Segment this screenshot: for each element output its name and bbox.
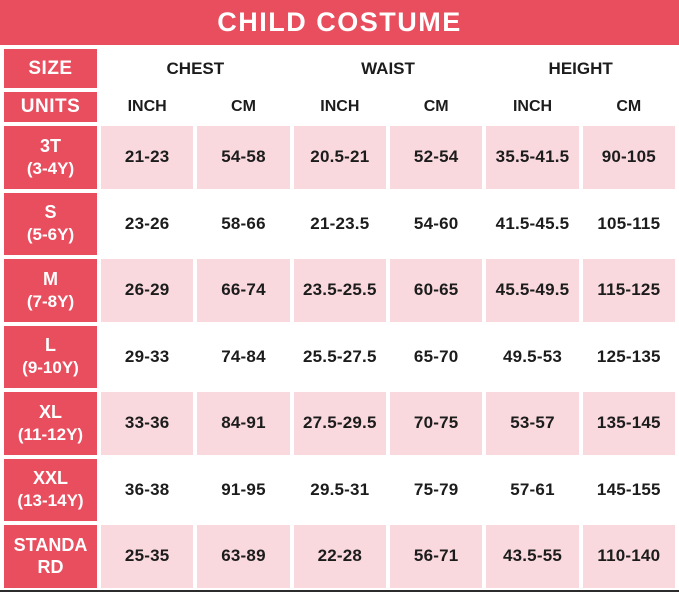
row-header-units: UNITS [4,92,97,122]
value-cell: 45.5-49.5 [486,259,579,322]
value-cell: 23.5-25.5 [293,259,386,322]
value-cell: 49.5-53 [486,325,579,388]
value-cell: 57-61 [486,458,579,521]
value-cell: 25-35 [101,525,194,588]
size-age: (13-14Y) [17,491,84,511]
value-cell: 135-145 [582,392,675,455]
size-age: (3-4Y) [26,158,75,178]
size-table: SIZE CHEST WAIST HEIGHT UNITS INCH CM IN… [0,45,679,590]
unit-header-waist-inch: INCH [293,92,386,122]
value-cell: 27.5-29.5 [293,392,386,455]
value-cell: 60-65 [390,259,483,322]
value-cell: 145-155 [582,458,675,521]
value-cell: 56-71 [390,525,483,588]
value-cell: 53-57 [486,392,579,455]
value-cell: 52-54 [390,126,483,189]
value-cell: 63-89 [197,525,290,588]
size-row-label-m: M (7-8Y) [4,259,97,322]
size-name: XXL [32,468,68,488]
value-cell: 84-91 [197,392,290,455]
size-name: STANDARD [13,534,88,578]
value-cell: 21-23.5 [293,192,386,255]
unit-header-waist-cm: CM [390,92,483,122]
size-row-label-standard: STANDARD [4,525,97,588]
value-cell: 29-33 [101,325,194,388]
value-cell: 33-36 [101,392,194,455]
value-cell: 54-60 [390,192,483,255]
size-name: S [44,202,57,222]
value-cell: 70-75 [390,392,483,455]
size-name: L [45,335,56,355]
unit-header-height-cm: CM [582,92,675,122]
col-header-size: SIZE [4,49,97,88]
value-cell: 125-135 [582,325,675,388]
unit-header-height-inch: INCH [486,92,579,122]
value-cell: 43.5-55 [486,525,579,588]
value-cell: 66-74 [197,259,290,322]
col-group-height: HEIGHT [486,49,675,88]
size-name: M [43,268,58,289]
size-name: XL [38,401,62,422]
value-cell: 26-29 [101,259,194,322]
value-cell: 35.5-41.5 [486,126,579,189]
value-cell: 23-26 [101,192,194,255]
value-cell: 54-58 [197,126,290,189]
value-cell: 110-140 [582,525,675,588]
size-name: 3T [39,135,61,156]
size-row-label-s: S (5-6Y) [4,192,97,255]
value-cell: 65-70 [390,325,483,388]
value-cell: 90-105 [582,126,675,189]
value-cell: 25.5-27.5 [293,325,386,388]
value-cell: 20.5-21 [293,126,386,189]
value-cell: 75-79 [390,458,483,521]
unit-header-chest-inch: INCH [101,92,194,122]
value-cell: 115-125 [582,259,675,322]
value-cell: 21-23 [101,126,194,189]
size-row-label-xxl: XXL (13-14Y) [4,458,97,521]
size-age: (11-12Y) [17,424,84,444]
value-cell: 74-84 [197,325,290,388]
value-cell: 105-115 [582,192,675,255]
size-row-label-3t: 3T (3-4Y) [4,126,97,189]
chart-title: CHILD COSTUME [0,0,679,45]
value-cell: 36-38 [101,458,194,521]
value-cell: 91-95 [197,458,290,521]
value-cell: 41.5-45.5 [486,192,579,255]
col-group-waist: WAIST [293,49,483,88]
size-age: (7-8Y) [26,291,75,311]
value-cell: 29.5-31 [293,458,386,521]
value-cell: 22-28 [293,525,386,588]
size-age: (9-10Y) [22,358,79,378]
unit-header-chest-cm: CM [197,92,290,122]
col-group-chest: CHEST [101,49,290,88]
size-row-label-l: L (9-10Y) [4,325,97,388]
value-cell: 58-66 [197,192,290,255]
size-age: (5-6Y) [26,225,75,245]
size-row-label-xl: XL (11-12Y) [4,392,97,455]
